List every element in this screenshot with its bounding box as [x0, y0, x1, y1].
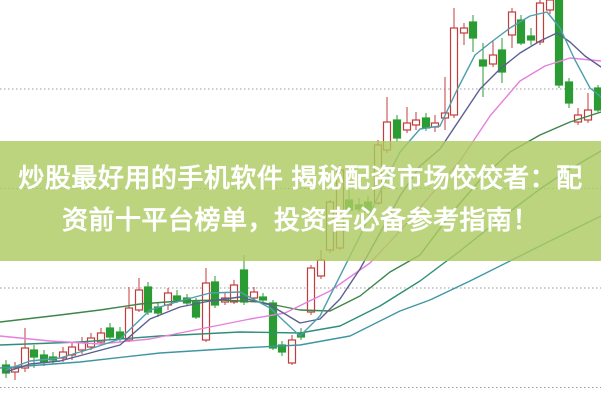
headline-line-2: 资前十平台榜单，投资者必备参考指南！	[61, 205, 539, 235]
ma-navy	[5, 32, 601, 373]
headline-line-1: 炒股最好用的手机软件 揭秘配资市场佼佼者：配	[18, 163, 583, 193]
ma-magenta	[0, 57, 601, 345]
headline-overlay: 炒股最好用的手机软件 揭秘配资市场佼佼者：配 资前十平台榜单，投资者必备参考指南…	[0, 141, 601, 261]
candles-layer	[1, 0, 601, 380]
